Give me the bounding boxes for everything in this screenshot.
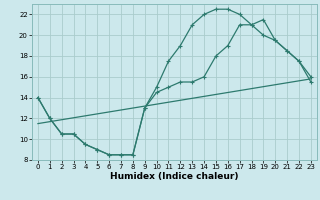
X-axis label: Humidex (Indice chaleur): Humidex (Indice chaleur) — [110, 172, 239, 181]
